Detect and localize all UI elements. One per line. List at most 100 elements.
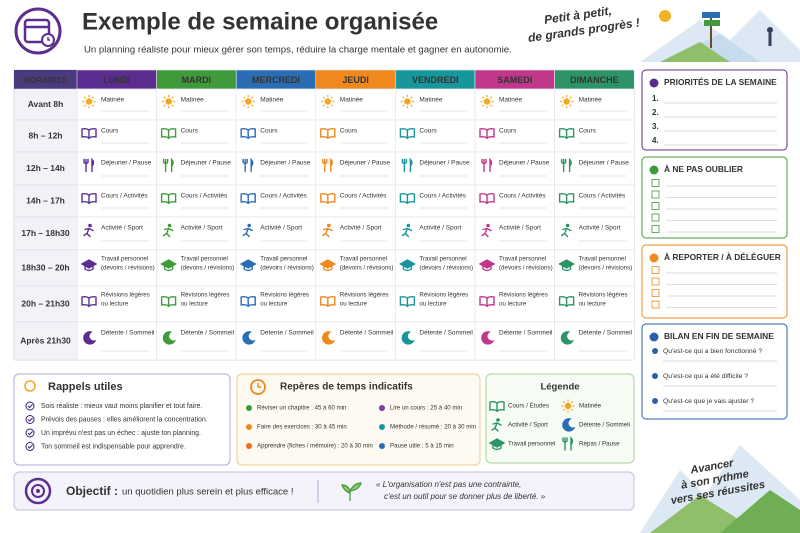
- icon-part: [489, 96, 493, 99]
- schedule-cell: [315, 285, 396, 323]
- icon-book: [81, 127, 97, 140]
- priority-number: 4.: [652, 136, 659, 145]
- checkbox[interactable]: [651, 277, 660, 286]
- day-header: MERCREDI: [252, 75, 300, 85]
- activity: Activité / Sport: [181, 225, 223, 232]
- activity: (devoirs / révisions): [340, 265, 394, 272]
- schedule-cell: [315, 88, 396, 121]
- icon-part: [563, 98, 570, 105]
- icon-part: [410, 96, 413, 99]
- schedule-cell: [554, 88, 635, 121]
- activity: Travail personnel: [499, 256, 546, 263]
- section-title: À NE PAS OUBLIER: [664, 163, 743, 174]
- icon-part: [321, 331, 336, 345]
- section-icon: [649, 78, 659, 88]
- checkbox[interactable]: [651, 300, 660, 309]
- schedule-cell: [76, 151, 157, 186]
- icon-part: [91, 96, 95, 99]
- activity: Cours: [499, 128, 517, 135]
- icon-part: [320, 127, 336, 140]
- activity: (devoirs / révisions): [181, 265, 235, 272]
- checkbox[interactable]: [651, 190, 660, 199]
- time-label: 8h – 12h: [28, 130, 62, 140]
- icon-part: [481, 331, 495, 345]
- icon-part: [560, 331, 575, 345]
- icon-part: [171, 96, 174, 99]
- icon-book: [399, 295, 416, 308]
- checkbox[interactable]: [651, 266, 660, 274]
- target-icon: [24, 477, 52, 505]
- activity: Activité / Sport: [340, 225, 382, 232]
- icon-part: [496, 418, 500, 422]
- icon-sun: [321, 94, 335, 109]
- icon-part: [402, 265, 413, 272]
- time-label: 20h – 21h30: [21, 298, 69, 308]
- icon-runner: [322, 223, 333, 238]
- section-title: Repères de temps indicatifs: [280, 382, 413, 393]
- icon-part: [88, 223, 92, 228]
- icon-part: [160, 295, 177, 308]
- schedule-cell: [395, 88, 476, 121]
- target-icon: [36, 489, 40, 493]
- icon-sun: [241, 94, 255, 109]
- icon-part: [401, 331, 415, 345]
- icon-part: [562, 400, 566, 404]
- sidebar-box: [641, 323, 788, 420]
- reminder: Prévois des pauses : elles améliorent la…: [41, 416, 208, 423]
- section-title: BILAN EN FIN DE SEMAINE: [664, 331, 774, 341]
- icon-cap: [239, 259, 257, 272]
- benchmark: Apprendre (fiches / mémoire) : 20 à 30 m…: [257, 443, 373, 450]
- activity: Travail personnel: [419, 256, 466, 263]
- question: Qu'est-ce qui a bien fonctionné ?: [663, 348, 762, 355]
- icon-part: [570, 408, 574, 412]
- benchmark: Faire des exercices : 30 à 45 min: [257, 424, 347, 431]
- checkbox[interactable]: [651, 202, 660, 210]
- icon-part: [569, 104, 572, 107]
- activity: Cours: [260, 128, 278, 135]
- icon-part: [163, 104, 166, 107]
- schedule-cell: [156, 88, 237, 121]
- icon-part: [560, 227, 572, 238]
- icon-part: [83, 96, 87, 99]
- activity: Activité / Sport: [579, 225, 621, 232]
- activity: Révisions légères: [260, 292, 309, 299]
- activity: (devoirs / révisions): [260, 265, 314, 272]
- icon-part: [561, 265, 572, 272]
- schedule-cell: [235, 88, 317, 121]
- checkbox[interactable]: [651, 213, 660, 222]
- icon-part: [565, 223, 570, 228]
- icon-part: [570, 400, 574, 404]
- reminder: Ton sommeil est indispensable pour appre…: [41, 443, 186, 450]
- legend-label: Repas / Pause: [579, 441, 620, 448]
- icon-part: [492, 444, 502, 451]
- time-cell: [13, 184, 78, 218]
- checkbox[interactable]: [651, 179, 660, 187]
- legend-label: Travail personnel: [508, 441, 555, 448]
- activity: Matinée: [181, 97, 205, 104]
- activity: Déjeuner / Pause: [101, 160, 152, 167]
- icon-part: [402, 104, 405, 107]
- checkbox[interactable]: [651, 289, 660, 297]
- reminder: Un imprévu n'est pas un échec : ajuste t…: [41, 430, 201, 437]
- schedule-cell: [235, 119, 317, 153]
- icon-part: [160, 127, 177, 140]
- schedule-cell: [554, 184, 635, 218]
- schedule-cell: [235, 151, 317, 186]
- schedule-cell: [235, 216, 317, 251]
- icon-part: [83, 331, 97, 345]
- activity: Travail personnel: [340, 256, 387, 263]
- activity: Détente / Sommeil: [499, 330, 553, 337]
- icon-book: [479, 127, 495, 140]
- schedule-cell: [554, 151, 635, 186]
- benchmark: Pause utile : 5 à 15 min: [390, 443, 454, 450]
- section-icon: [649, 332, 659, 342]
- icon-runner: [481, 223, 492, 238]
- icon-part: [479, 295, 495, 308]
- schedule-cell: [474, 184, 555, 218]
- icon-fork: [481, 157, 493, 173]
- mountain-decoration: [640, 10, 800, 62]
- icon-sun: [480, 94, 494, 109]
- checkbox[interactable]: [651, 225, 660, 233]
- activity: Travail personnel: [101, 256, 148, 263]
- icon-part: [162, 157, 174, 173]
